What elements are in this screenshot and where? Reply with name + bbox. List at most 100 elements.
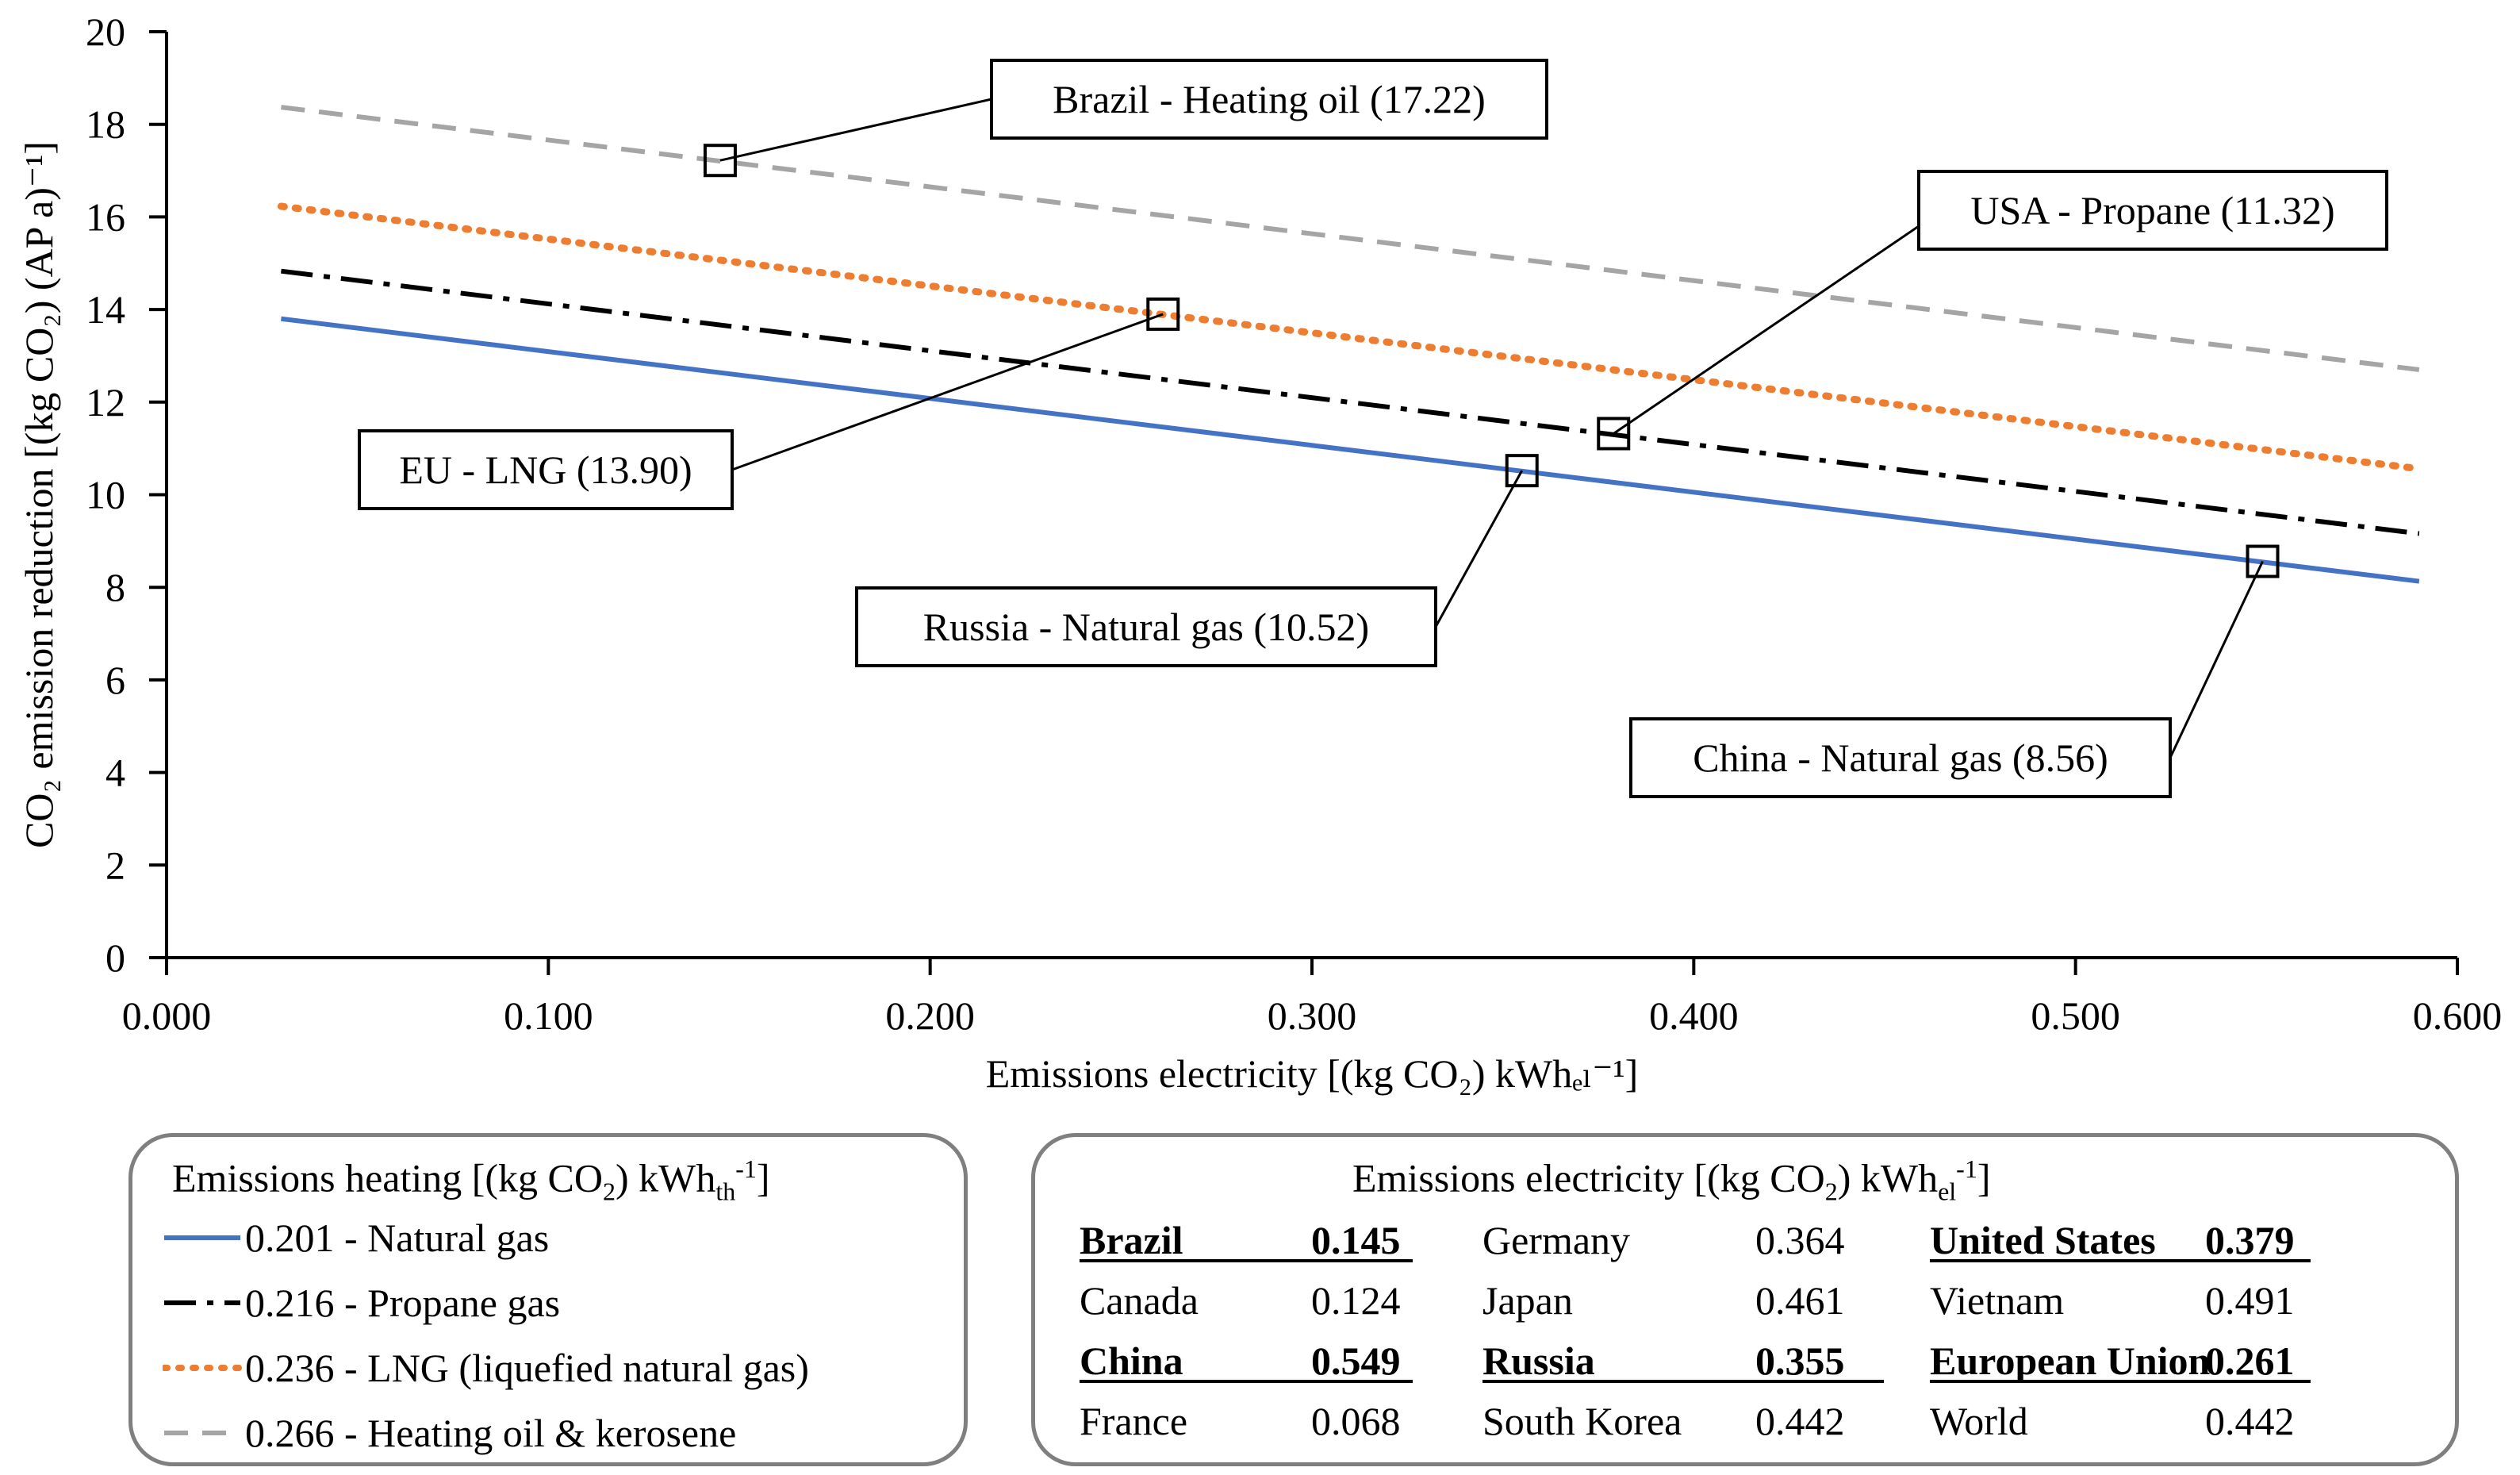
- electricity-legend-title: Emissions electricity [(kg CO2) kWhel-1]: [1352, 1154, 1990, 1207]
- heating-legend-label: 0.266 - Heating oil & kerosene: [245, 1411, 737, 1455]
- annotation-marker: [703, 144, 737, 178]
- country-value: 0.145: [1311, 1218, 1401, 1262]
- legend-swatch: [164, 1235, 240, 1240]
- annotation-leader: [1434, 470, 1524, 628]
- annotation-leader: [2169, 560, 2264, 759]
- x-tick-label: 0.600: [2413, 993, 2503, 1038]
- electricity-title-mid: ) kWh: [1837, 1155, 1939, 1200]
- y-tick-label: 16: [86, 194, 125, 239]
- country-name: Germany: [1482, 1218, 1631, 1262]
- country-name: Japan: [1482, 1278, 1573, 1323]
- annotation-box: [855, 586, 1437, 667]
- electricity-table: Brazil 0.145 Germany 0.364 United States 0.37…: [1057, 1210, 2442, 1456]
- electricity-title-sup: -1: [1956, 1154, 1977, 1183]
- y-tick-label: 4: [105, 751, 125, 795]
- electricity-legend: Emissions electricity [(kg CO2) kWhel-1]…: [1031, 1133, 2459, 1466]
- annotation-label: China - Natural gas (8.56): [1693, 736, 2108, 780]
- y-tick-label: 2: [105, 843, 125, 887]
- country-name: European Union: [1930, 1339, 2211, 1383]
- annotation-label: USA - Propane (11.32): [1970, 188, 2334, 232]
- annotation-leader: [1613, 225, 1920, 435]
- annotation-label: EU - LNG (13.90): [399, 447, 692, 492]
- y-tick-label: 14: [86, 287, 125, 332]
- electricity-title-sub2: el: [1938, 1177, 1957, 1206]
- y-tick-label: 20: [86, 10, 125, 54]
- highlight-underline: [1080, 1259, 1413, 1262]
- country-name: China: [1080, 1339, 1183, 1383]
- country-value: 0.491: [2205, 1278, 2295, 1323]
- country-value: 0.355: [1755, 1339, 1845, 1383]
- x-tick-label: 0.400: [1649, 993, 1739, 1038]
- country-value: 0.068: [1311, 1399, 1401, 1443]
- country-name: Russia: [1482, 1339, 1595, 1383]
- y-tick-label: 18: [86, 102, 125, 147]
- country-name: World: [1930, 1399, 2028, 1443]
- series-line-1: [281, 316, 2420, 584]
- highlight-underline: [1930, 1380, 2311, 1383]
- heating-legend-label: 0.201 - Natural gas: [245, 1216, 550, 1260]
- heating-title-text: Emissions heating [(kg CO: [172, 1155, 604, 1200]
- country-name: Canada: [1080, 1278, 1199, 1323]
- heating-legend-item: 0.236 - LNG (liquefied natural gas): [163, 1340, 809, 1396]
- annotation-box: [990, 59, 1548, 140]
- legend-swatch: [164, 1300, 240, 1305]
- country-value: 0.379: [2205, 1218, 2295, 1262]
- electricity-title-sub: 2: [1824, 1177, 1838, 1206]
- electricity-title-text: Emissions electricity [(kg CO: [1352, 1155, 1825, 1200]
- heating-title-mid: ) kWh: [616, 1155, 716, 1200]
- y-axis-title: CO₂ emission reduction [(kg CO₂) (AP a)⁻…: [17, 141, 61, 848]
- country-name: United States: [1930, 1218, 2156, 1262]
- y-tick-label: 10: [86, 473, 125, 517]
- series-line-4: [281, 105, 2420, 372]
- heating-legend-item: 0.216 - Propane gas: [163, 1275, 560, 1331]
- annotation-marker: [1505, 454, 1539, 488]
- x-tick-label: 0.100: [504, 993, 593, 1038]
- annotation-leader: [719, 98, 992, 162]
- annotation-box: [1917, 170, 2388, 251]
- country-value: 0.442: [2205, 1399, 2295, 1443]
- country-value: 0.124: [1311, 1278, 1401, 1323]
- country-name: Brazil: [1080, 1218, 1183, 1262]
- country-value: 0.442: [1755, 1399, 1845, 1443]
- annotation-box: [1629, 717, 2172, 798]
- heating-legend-label: 0.216 - Propane gas: [245, 1281, 561, 1325]
- annotation-leader: [731, 313, 1164, 471]
- series-line-2: [281, 268, 2420, 536]
- x-tick-label: 0.200: [885, 993, 975, 1038]
- heating-legend-title: Emissions heating [(kg CO2) kWhth-1]: [172, 1154, 770, 1207]
- heating-title-sup: -1: [735, 1154, 757, 1183]
- country-name: France: [1080, 1399, 1188, 1443]
- annotation-label: Brazil - Heating oil (17.22): [1053, 77, 1486, 121]
- series-line-3: [277, 202, 2423, 473]
- annotation-label: Russia - Natural gas (10.52): [923, 605, 1369, 649]
- country-value: 0.261: [2205, 1339, 2295, 1383]
- highlight-underline: [1080, 1380, 1413, 1383]
- x-axis-title: Emissions electricity [(kg CO₂) kWhₑₗ⁻¹]: [986, 1051, 1639, 1096]
- heating-legend-item: 0.266 - Heating oil & kerosene: [163, 1405, 736, 1461]
- y-tick-label: 12: [86, 380, 125, 424]
- heating-legend-label: 0.236 - LNG (liquefied natural gas): [245, 1346, 809, 1390]
- annotation-box: [358, 429, 734, 510]
- annotation-marker: [1597, 417, 1631, 451]
- country-value: 0.461: [1755, 1278, 1845, 1323]
- y-tick-label: 6: [105, 658, 125, 702]
- x-tick-label: 0.000: [122, 993, 212, 1038]
- heating-legend: Emissions heating [(kg CO2) kWhth-1] 0.2…: [128, 1133, 968, 1466]
- country-name: South Korea: [1482, 1399, 1682, 1443]
- legend-swatch: [164, 1431, 240, 1435]
- country-name: Vietnam: [1930, 1278, 2065, 1323]
- annotation-marker: [2246, 544, 2280, 578]
- heating-title-sub: 2: [603, 1177, 616, 1206]
- x-tick-label: 0.500: [2031, 993, 2120, 1038]
- heating-title-post: ]: [756, 1155, 770, 1200]
- highlight-underline: [1930, 1259, 2311, 1262]
- y-tick-label: 0: [105, 935, 125, 980]
- electricity-title-post: ]: [1977, 1155, 1991, 1200]
- y-tick-label: 8: [105, 565, 125, 609]
- legend-swatch: [163, 1365, 242, 1371]
- line-chart: 0 2 4 6 8 10 12 14 16 18 20 0.000 0.100 0.200 0.300 0.4…: [17, 10, 2503, 1096]
- heating-legend-item: 0.201 - Natural gas: [163, 1210, 549, 1266]
- highlight-underline: [1482, 1380, 1884, 1383]
- x-tick-label: 0.300: [1268, 993, 1357, 1038]
- country-value: 0.549: [1311, 1339, 1401, 1383]
